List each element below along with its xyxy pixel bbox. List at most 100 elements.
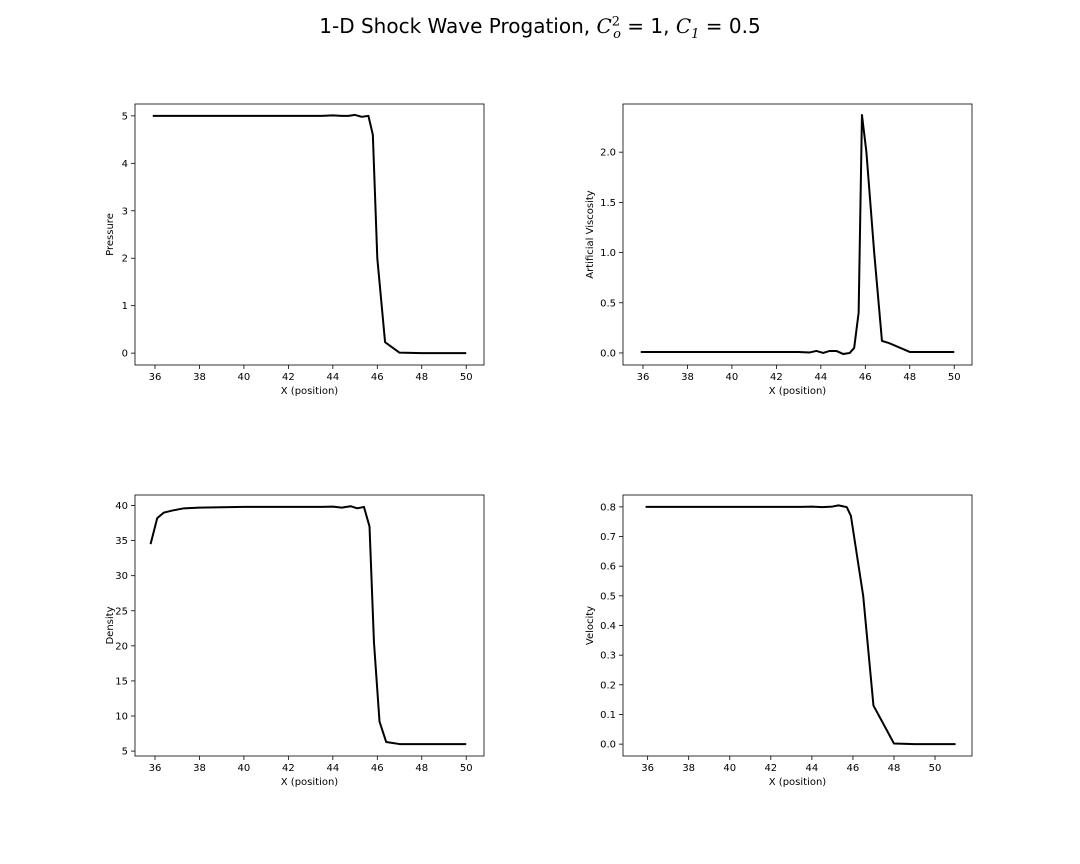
viscosity-data-point [731, 351, 733, 353]
density-ytick-label: 30 [115, 571, 128, 582]
viscosity-xtick-label: 50 [948, 372, 961, 383]
viscosity-data-point [888, 342, 890, 344]
viscosity-data-point [816, 350, 818, 352]
velocity-ytick-label: 0.1 [600, 710, 616, 721]
viscosity-data-point [858, 312, 860, 314]
velocity-ytick-label: 0.2 [600, 680, 616, 691]
pressure-xtick-label: 42 [282, 372, 295, 383]
density-xtick-label: 48 [415, 763, 428, 774]
viscosity-ytick-label: 1.0 [600, 248, 616, 259]
density-ytick-label: 35 [115, 536, 128, 547]
pressure-ytick-label: 1 [122, 301, 128, 312]
pressure-data-point [368, 115, 370, 117]
velocity-ytick-label: 0.0 [600, 740, 616, 751]
pressure-xlabel: X (position) [281, 386, 339, 397]
velocity-ytick-label: 0.4 [600, 621, 616, 632]
pressure-xtick-label: 46 [371, 372, 384, 383]
viscosity-data-point [842, 353, 844, 355]
density-data-point [465, 743, 467, 745]
density-xtick-label: 50 [460, 763, 473, 774]
viscosity-data-point [861, 114, 863, 116]
viscosity-ytick-label: 1.5 [600, 198, 616, 209]
velocity-data-point [862, 595, 864, 597]
velocity-axes-frame [622, 494, 973, 757]
pressure-data-point [288, 115, 290, 117]
viscosity-data-point [798, 351, 800, 353]
density-xtick-label: 38 [193, 763, 206, 774]
density-series-line [149, 505, 467, 746]
density-ytick-label: 10 [115, 712, 128, 723]
velocity-data-point [729, 506, 731, 508]
viscosity-data-point [640, 351, 642, 353]
pressure-xtick-label: 36 [149, 372, 162, 383]
pressure-ytick-label: 4 [122, 159, 128, 170]
velocity-data-point [838, 505, 840, 507]
viscosity-xlabel: X (position) [769, 386, 827, 397]
density-ytick-label: 5 [122, 747, 128, 758]
title-c1-symbol: C1 [676, 14, 700, 42]
density-xtick-label: 46 [371, 763, 384, 774]
velocity-data-point [770, 506, 772, 508]
density-data-point [156, 517, 158, 519]
density-data-point [288, 506, 290, 508]
pressure-data-point [199, 115, 201, 117]
viscosity-xtick-label: 36 [637, 372, 650, 383]
density-data-point [150, 543, 152, 545]
density-data-point [356, 508, 358, 510]
density-data-point [421, 743, 423, 745]
density-data-point [369, 526, 371, 528]
density-data-point [350, 505, 352, 507]
density-xtick-label: 36 [149, 763, 162, 774]
density-axes-frame [134, 494, 485, 757]
density-data-point [321, 506, 323, 508]
velocity-ytick-label: 0.7 [600, 532, 616, 543]
viscosity-data-point [866, 151, 868, 153]
pressure-series-line [152, 113, 467, 355]
density-data-point [172, 510, 174, 512]
viscosity-ytick-label: 0.0 [600, 348, 616, 359]
pressure-data-point [399, 352, 401, 354]
pressure-data-point [165, 115, 167, 117]
pressure-data-point [361, 116, 363, 118]
velocity-subplot: 36 38 40 42 44 46 48 50 0.0 0.1 0.2 0.3 0.4 0.5 0.6 0.7… [585, 494, 973, 788]
density-data-point [385, 741, 387, 743]
density-xtick-label: 44 [326, 763, 339, 774]
pressure-data-point [348, 115, 350, 117]
viscosity-data-point [776, 351, 778, 353]
velocity-xlabel: X (position) [769, 777, 827, 788]
density-data-point [163, 512, 165, 514]
velocity-data-point [850, 515, 852, 517]
pressure-data-point [376, 257, 378, 259]
velocity-xtick-label: 48 [888, 763, 901, 774]
pressure-data-point [372, 134, 374, 136]
viscosity-data-point [849, 352, 851, 354]
velocity-data-point [688, 506, 690, 508]
velocity-data-point [955, 743, 957, 745]
viscosity-xtick-label: 40 [726, 372, 739, 383]
pressure-ytick-label: 5 [122, 111, 128, 122]
pressure-data-point [443, 352, 445, 354]
title-c-superscript: 2 [611, 14, 621, 30]
pressure-data-point [243, 115, 245, 117]
title-c-subscript: o [613, 27, 621, 42]
velocity-data-point [832, 506, 834, 508]
viscosity-data-point [931, 351, 933, 353]
pressure-xtick-label: 44 [326, 372, 339, 383]
pressure-data-point [152, 115, 154, 117]
velocity-ytick-label: 0.6 [600, 562, 616, 573]
velocity-xtick-label: 50 [929, 763, 942, 774]
pressure-xtick-label: 40 [238, 372, 251, 383]
density-ylabel: Density [105, 606, 116, 644]
velocity-xtick-label: 42 [764, 763, 777, 774]
velocity-ytick-label: 0.5 [600, 591, 616, 602]
title-eq2: = 0.5 [699, 14, 761, 38]
viscosity-axes-frame [622, 103, 973, 366]
viscosity-ylabel: Artificial Viscosity [585, 190, 596, 278]
viscosity-xtick-label: 44 [814, 372, 827, 383]
viscosity-data-point [829, 350, 831, 352]
pressure-xtick-label: 38 [193, 372, 206, 383]
pressure-ylabel: Pressure [105, 213, 116, 256]
velocity-ytick-label: 0.3 [600, 651, 616, 662]
viscosity-data-point [953, 351, 955, 353]
